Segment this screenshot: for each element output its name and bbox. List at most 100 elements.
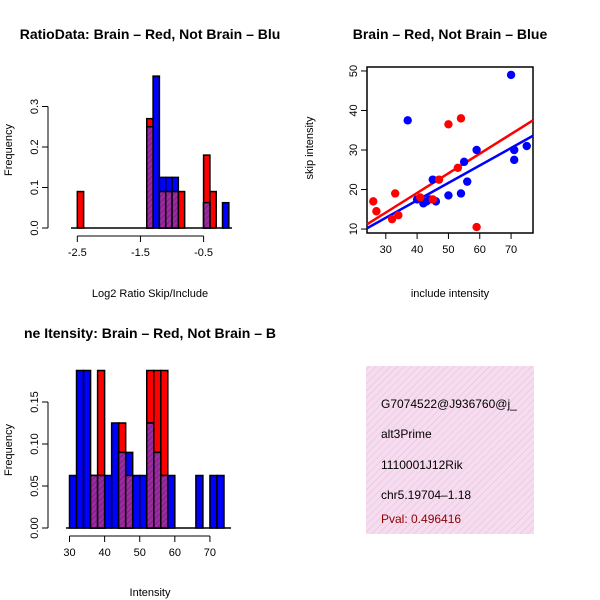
intensity-histogram-bars: [66, 369, 231, 529]
y-tick-label: 0.1: [29, 180, 41, 195]
x-tick-label: 40: [411, 244, 423, 256]
intensity-histogram-x-label: Intensity: [130, 587, 171, 599]
brain-bar: [177, 190, 186, 229]
brain-point: [444, 120, 453, 129]
info-location: chr5.19704–1.18: [381, 488, 471, 502]
ratio-histogram-panel: RatioData: Brain – Red, Not Brain – Blu …: [3, 26, 280, 300]
y-tick-label: 40: [348, 104, 360, 116]
info-pval: Pval: 0.496416: [381, 512, 461, 526]
x-tick-label: 60: [169, 547, 181, 559]
ratio-histogram-title: RatioData: Brain – Red, Not Brain – Blu: [20, 26, 281, 42]
info-box-background: [366, 366, 534, 534]
x-tick-label: -1.5: [131, 247, 150, 259]
overlap-bar: [146, 126, 154, 229]
intensity-histogram-y-label: Frequency: [3, 424, 15, 476]
brain-point: [416, 193, 425, 202]
not-brain-point: [510, 155, 519, 165]
intensity-scatter-panel: Brain – Red, Not Brain – Blue 10 20 30 40 50…: [304, 26, 547, 300]
not-brain-point: [444, 191, 453, 200]
ratio-histogram-y-axis: 0.0 0.1 0.2 0.3: [29, 99, 49, 236]
brain-point: [394, 211, 403, 220]
y-tick-label: 0.00: [29, 517, 41, 538]
brain-point: [387, 214, 397, 224]
y-tick-label: 20: [348, 183, 360, 195]
overlap-bar: [124, 474, 134, 529]
not-brain-point: [459, 157, 469, 167]
not-brain-point: [506, 70, 516, 80]
not-brain-bar: [82, 369, 92, 529]
ratio-histogram-x-label: Log2 Ratio Skip/Include: [92, 288, 208, 300]
not-brain-point: [463, 177, 472, 186]
not-brain-bar: [131, 474, 141, 529]
brain-point: [453, 163, 463, 172]
not-brain-bar: [221, 201, 230, 229]
overlap-bar: [117, 451, 127, 529]
overlap-bar: [202, 201, 211, 229]
not-brain-point: [472, 145, 481, 155]
y-tick-label: 0.3: [29, 99, 41, 114]
y-tick-label: 30: [348, 144, 360, 156]
scatter-fit-lines: [366, 119, 534, 230]
overlap-bar: [89, 474, 99, 529]
x-tick-label: 30: [63, 547, 75, 559]
not-brain-bar: [68, 474, 78, 529]
not-brain-bar: [209, 474, 218, 529]
not-brain-bar: [216, 474, 225, 529]
brain-point: [472, 222, 481, 232]
not-brain-point: [522, 141, 531, 151]
event-info-panel: G7074522@J936760@j_ alt3Prime 1110001J12…: [366, 366, 534, 534]
scatter-title: Brain – Red, Not Brain – Blue: [353, 26, 548, 42]
y-tick-label: 0.2: [29, 139, 41, 154]
info-event-type: alt3Prime: [381, 427, 432, 441]
not-brain-bar: [103, 474, 113, 529]
scatter-x-label: include intensity: [411, 288, 490, 300]
y-tick-label: 0.05: [29, 475, 41, 496]
overlap-bar: [96, 474, 106, 529]
brain-point: [428, 195, 437, 204]
x-tick-label: 70: [204, 547, 216, 559]
not-brain-point: [510, 145, 519, 155]
y-tick-label: 10: [348, 223, 360, 235]
overlap-bar: [160, 474, 169, 529]
brain-point: [434, 175, 444, 184]
brain-bar: [76, 190, 85, 229]
y-tick-label: 0.0: [29, 220, 41, 235]
brain-point: [369, 197, 378, 206]
scatter-points: [369, 70, 531, 232]
brain-point: [390, 189, 400, 198]
not-brain-bar: [195, 474, 204, 529]
overlap-bar: [158, 190, 167, 229]
x-tick-label: -0.5: [194, 247, 213, 259]
not-brain-bar: [167, 474, 176, 529]
brain-point: [456, 114, 466, 123]
overlap-bar: [153, 451, 162, 529]
y-tick-label: 0.15: [29, 391, 41, 412]
x-tick-label: -2.5: [68, 247, 87, 259]
not-brain-bar: [138, 474, 148, 529]
not-brain-point: [428, 175, 437, 184]
x-tick-label: 50: [442, 244, 454, 256]
y-tick-label: 50: [348, 65, 360, 77]
not-brain-bar: [152, 75, 161, 229]
intensity-histogram-x-axis: 30 40 50 60 70: [63, 535, 216, 559]
intensity-histogram-panel: ne Itensity: Brain – Red, Not Brain – B …: [3, 325, 276, 599]
not-brain-point: [456, 189, 466, 198]
overlap-bar: [171, 190, 180, 229]
x-tick-label: 70: [505, 244, 517, 256]
ratio-histogram-x-axis: -2.5 -1.5 -0.5: [68, 235, 213, 259]
brain-bar: [209, 190, 217, 229]
x-tick-label: 50: [134, 547, 146, 559]
brain-fit-line: [366, 119, 534, 226]
y-tick-label: 0.10: [29, 433, 41, 454]
x-tick-label: 40: [98, 547, 110, 559]
x-tick-label: 60: [474, 244, 486, 256]
ratio-histogram-bars: [71, 75, 232, 229]
overlap-bar: [145, 422, 155, 529]
x-tick-label: 30: [380, 244, 392, 256]
overlap-bar: [164, 190, 173, 229]
intensity-histogram-y-axis: 0.00 0.05 0.10 0.15: [29, 391, 49, 539]
scatter-x-axis: 30 40 50 60 70: [380, 233, 517, 256]
intensity-histogram-title: ne Itensity: Brain – Red, Not Brain – B: [24, 325, 276, 341]
scatter-y-label: skip intensity: [304, 116, 316, 179]
